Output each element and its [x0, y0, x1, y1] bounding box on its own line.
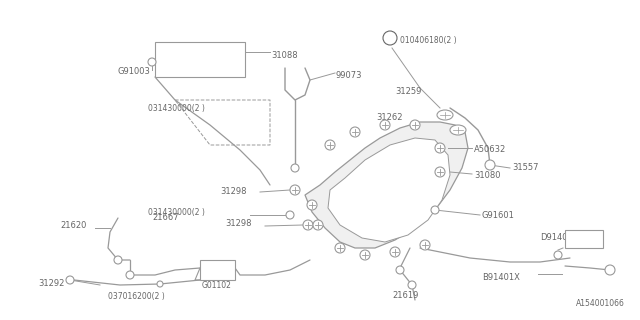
Text: 31088: 31088 [271, 51, 298, 60]
Circle shape [114, 256, 122, 264]
Circle shape [291, 164, 299, 172]
Circle shape [290, 185, 300, 195]
Text: 31292: 31292 [38, 278, 65, 287]
Text: A154001066: A154001066 [576, 299, 625, 308]
Polygon shape [328, 138, 450, 242]
Text: 031430000(2 ): 031430000(2 ) [148, 209, 205, 218]
Text: 31298: 31298 [220, 188, 246, 196]
Bar [565, 230, 603, 248]
Text: 31557: 31557 [512, 164, 538, 172]
Text: 31262: 31262 [376, 114, 403, 123]
Ellipse shape [437, 110, 453, 120]
Circle shape [325, 140, 335, 150]
Circle shape [303, 220, 313, 230]
Text: 21619: 21619 [392, 291, 419, 300]
Circle shape [380, 120, 390, 130]
Circle shape [313, 220, 323, 230]
Circle shape [148, 58, 156, 66]
Circle shape [390, 247, 400, 257]
Text: B: B [387, 35, 392, 41]
Circle shape [157, 281, 163, 287]
Text: G91003: G91003 [118, 68, 151, 76]
Bar [200, 260, 235, 280]
Text: 010406180(2 ): 010406180(2 ) [400, 36, 456, 44]
Circle shape [420, 240, 430, 250]
Text: 21667: 21667 [152, 213, 179, 222]
Text: 031430000(2 ): 031430000(2 ) [148, 103, 205, 113]
Text: G91601: G91601 [482, 212, 515, 220]
Circle shape [431, 206, 439, 214]
Text: 21620: 21620 [60, 220, 86, 229]
Circle shape [286, 211, 294, 219]
Circle shape [360, 250, 370, 260]
Circle shape [485, 160, 495, 170]
Text: 31298: 31298 [225, 220, 252, 228]
Text: B91401X: B91401X [482, 274, 520, 283]
Circle shape [435, 167, 445, 177]
Circle shape [396, 266, 404, 274]
Circle shape [66, 276, 74, 284]
Circle shape [335, 243, 345, 253]
Circle shape [383, 31, 397, 45]
Circle shape [126, 271, 134, 279]
Polygon shape [305, 122, 468, 248]
Text: 99073: 99073 [336, 71, 362, 81]
Circle shape [307, 200, 317, 210]
Text: 31259: 31259 [395, 87, 421, 97]
Circle shape [435, 143, 445, 153]
Text: A50632: A50632 [474, 146, 506, 155]
Ellipse shape [450, 125, 466, 135]
Text: G01102: G01102 [202, 281, 232, 290]
Circle shape [410, 120, 420, 130]
Circle shape [408, 281, 416, 289]
Text: 037016200(2 ): 037016200(2 ) [108, 292, 164, 301]
Circle shape [554, 251, 562, 259]
Bar [155, 42, 245, 77]
Circle shape [605, 265, 615, 275]
Text: 31080: 31080 [474, 171, 500, 180]
Circle shape [350, 127, 360, 137]
Text: D91406: D91406 [540, 233, 573, 242]
